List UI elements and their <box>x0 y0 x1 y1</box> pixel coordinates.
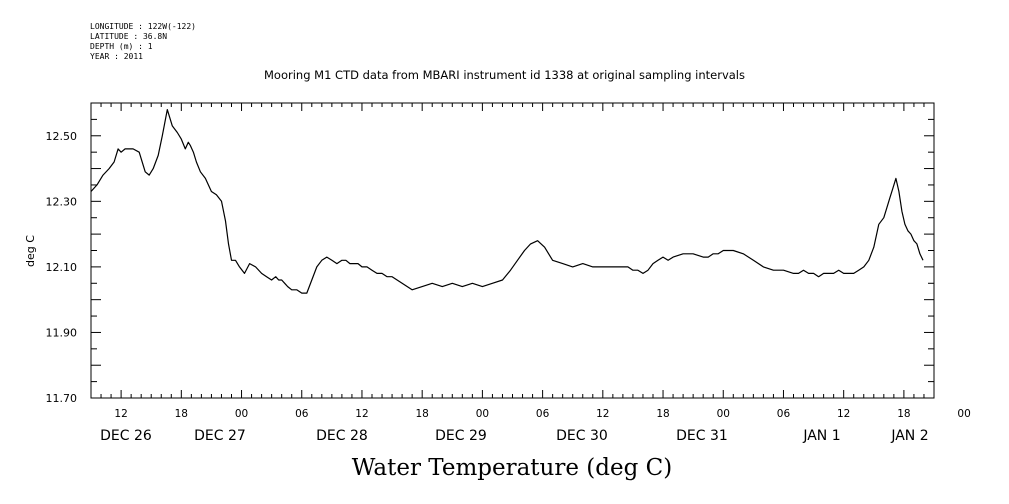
x-tick-label: 12 <box>596 408 609 420</box>
x-tick-label: 00 <box>476 408 489 420</box>
y-tick-label: 12.30 <box>46 195 78 208</box>
y-tick-labels: 12.50 12.30 12.10 11.90 11.70 <box>46 130 78 405</box>
x-day-label: DEC 28 <box>316 428 368 444</box>
x-tick-label: 12 <box>837 408 850 420</box>
y-axis-label: deg C <box>24 235 37 267</box>
series-group <box>90 108 924 294</box>
dataset-metadata: LONGITUDE : 122W(-122) LATITUDE : 36.8N DE… <box>90 22 196 62</box>
x-day-label: DEC 31 <box>676 428 728 444</box>
x-tick-label: 00 <box>717 408 730 420</box>
x-day-label: DEC 30 <box>556 428 608 444</box>
temperature-series-line <box>90 108 924 294</box>
x-axis-label: Water Temperature (deg C) <box>352 455 672 481</box>
x-tick-label: 06 <box>536 408 550 420</box>
axis-ticks <box>90 102 935 399</box>
x-tick-label: 06 <box>777 408 791 420</box>
x-day-label: DEC 26 <box>100 428 152 444</box>
longitude-label: LONGITUDE : 122W(-122) <box>90 22 196 31</box>
x-tick-label: 18 <box>175 408 188 420</box>
x-tick-label: 06 <box>295 408 309 420</box>
y-tick-label: 11.90 <box>46 326 78 339</box>
x-day-label: DEC 29 <box>435 428 487 444</box>
y-tick-label: 12.10 <box>46 261 78 274</box>
latitude-label: LATITUDE : 36.8N <box>90 32 168 41</box>
x-day-label: JAN 2 <box>890 428 928 444</box>
year-label: YEAR : 2011 <box>90 52 143 61</box>
y-tick-label: 11.70 <box>46 392 78 405</box>
x-tick-label: 18 <box>897 408 910 420</box>
x-tick-label: 12 <box>355 408 368 420</box>
x-day-labels: DEC 26 DEC 27 DEC 28 DEC 29 DEC 30 DEC 31 JAN … <box>100 428 928 444</box>
plot-frame <box>90 102 935 399</box>
x-tick-label: 00 <box>957 408 970 420</box>
x-tick-label: 18 <box>656 408 669 420</box>
x-tick-label: 12 <box>114 408 127 420</box>
chart-title: Mooring M1 CTD data from MBARI instrumen… <box>264 68 745 82</box>
x-tick-label: 00 <box>235 408 248 420</box>
x-day-label: JAN 1 <box>802 428 840 444</box>
y-tick-label: 12.50 <box>46 130 78 143</box>
x-day-label: DEC 27 <box>194 428 246 444</box>
x-tick-labels: 1218000612180006121800061218000612180006… <box>114 408 970 420</box>
depth-label: DEPTH (m) : 1 <box>90 42 153 51</box>
x-tick-label: 18 <box>415 408 428 420</box>
